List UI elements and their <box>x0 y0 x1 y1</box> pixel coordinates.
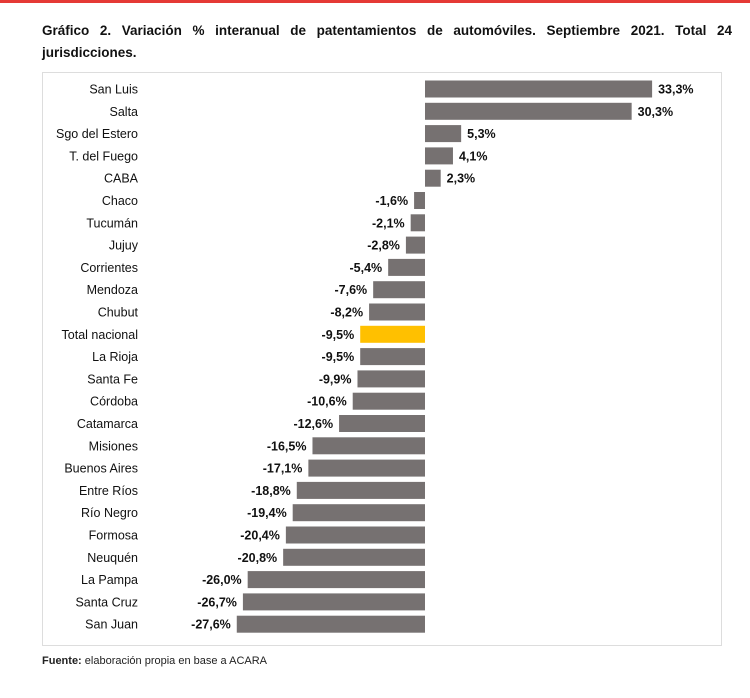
data-label: -20,4% <box>240 529 280 543</box>
data-label: -27,6% <box>191 618 231 632</box>
bar <box>236 615 425 633</box>
data-label: -9,5% <box>322 350 355 364</box>
bar <box>425 80 653 98</box>
data-label: 2,3% <box>447 172 476 186</box>
category-label: Neuquén <box>87 551 138 565</box>
bar <box>339 415 425 432</box>
data-label: 33,3% <box>658 83 693 97</box>
data-label: -26,0% <box>202 573 242 587</box>
data-label: -8,2% <box>330 306 363 320</box>
category-label: San Juan <box>85 618 138 632</box>
bar <box>283 548 425 566</box>
bar <box>414 192 425 209</box>
bar <box>369 303 425 321</box>
data-label: -20,8% <box>238 551 278 565</box>
bar <box>308 459 425 477</box>
source-note: Fuente: elaboración propia en base a ACA… <box>42 655 267 667</box>
data-label: -7,6% <box>335 283 368 297</box>
data-label: -10,6% <box>307 395 347 409</box>
bar <box>360 348 425 366</box>
bar <box>292 504 425 522</box>
source-text: elaboración propia en base a ACARA <box>81 655 268 667</box>
category-label: Total nacional <box>62 328 138 342</box>
bar <box>373 281 425 299</box>
data-label: -18,8% <box>251 484 291 498</box>
category-label: La Rioja <box>92 350 138 364</box>
category-label: Entre Ríos <box>79 484 138 498</box>
category-label: Jujuy <box>109 239 139 253</box>
category-label: Santa Cruz <box>75 595 138 609</box>
category-label: T. del Fuego <box>69 149 138 163</box>
bar <box>247 571 425 589</box>
category-label: Mendoza <box>87 283 138 297</box>
top-accent-bar <box>0 0 750 3</box>
bar <box>357 370 425 388</box>
data-label: -1,6% <box>375 194 408 208</box>
source-label: Fuente: <box>42 655 82 667</box>
data-label: -2,8% <box>367 239 400 253</box>
bar <box>405 236 425 254</box>
bar <box>360 325 425 343</box>
category-label: Misiones <box>89 439 138 453</box>
bar <box>425 169 441 187</box>
bar <box>425 125 462 143</box>
category-label: Formosa <box>89 529 138 543</box>
bar <box>410 214 425 232</box>
category-label: La Pampa <box>81 573 138 587</box>
category-label: Buenos Aires <box>64 462 138 476</box>
category-label: Corrientes <box>80 261 138 275</box>
category-label: San Luis <box>89 83 138 97</box>
bar <box>352 392 425 410</box>
category-label: Tucumán <box>86 216 138 230</box>
bar <box>388 258 425 276</box>
bar <box>285 526 425 544</box>
category-label: Santa Fe <box>87 372 138 386</box>
bar <box>242 593 425 611</box>
data-label: -2,1% <box>372 216 405 230</box>
data-label: -19,4% <box>247 506 287 520</box>
bar <box>425 147 453 165</box>
data-label: -9,5% <box>322 328 355 342</box>
bar <box>425 102 632 120</box>
chart-title: Gráfico 2. Variación % interanual de pat… <box>42 23 732 60</box>
data-label: -5,4% <box>350 261 383 275</box>
category-label: CABA <box>104 172 139 186</box>
category-label: Río Negro <box>81 506 138 520</box>
category-label: Catamarca <box>77 417 138 431</box>
category-label: Chaco <box>102 194 138 208</box>
data-label: 5,3% <box>467 127 496 141</box>
data-label: -16,5% <box>267 439 307 453</box>
category-label: Córdoba <box>90 395 138 409</box>
category-label: Salta <box>110 105 139 119</box>
chart-frame <box>42 72 722 646</box>
data-label: -26,7% <box>197 595 237 609</box>
bar <box>312 437 425 455</box>
data-label: 4,1% <box>459 149 488 163</box>
category-label: Chubut <box>98 306 139 320</box>
bar <box>296 481 425 499</box>
data-label: -12,6% <box>293 417 333 431</box>
data-label: -9,9% <box>319 372 352 386</box>
category-label: Sgo del Estero <box>56 127 138 141</box>
data-label: -17,1% <box>263 462 303 476</box>
data-label: 30,3% <box>638 105 673 119</box>
